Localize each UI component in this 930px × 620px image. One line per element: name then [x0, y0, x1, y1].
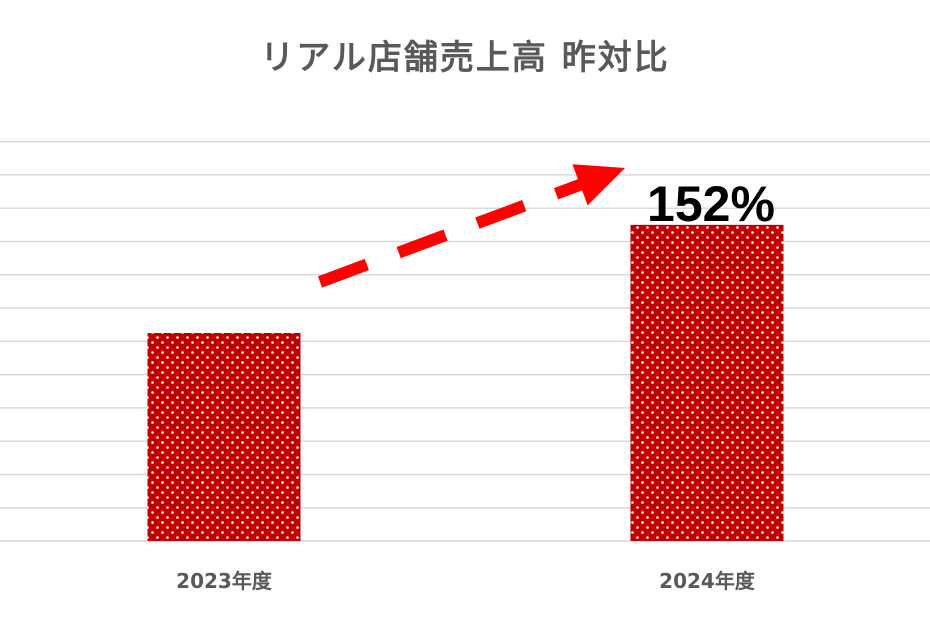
- labels: 2023年度 2024年度 152%: [176, 176, 775, 593]
- trend-arrow: [317, 164, 625, 288]
- chart-title: リアル店舗売上高 昨対比: [260, 38, 670, 78]
- bar-2023年度: [147, 333, 301, 541]
- x-tick-label-1: 2024年度: [659, 569, 756, 593]
- trend-arrow-head: [572, 164, 625, 206]
- x-tick-label-0: 2023年度: [176, 569, 273, 593]
- trend-arrow-shaft: [317, 177, 586, 288]
- data-label-2024年度: 152%: [647, 176, 775, 232]
- bars: [147, 224, 784, 541]
- gridlines: [0, 140, 930, 542]
- bar-2024年度: [630, 224, 784, 541]
